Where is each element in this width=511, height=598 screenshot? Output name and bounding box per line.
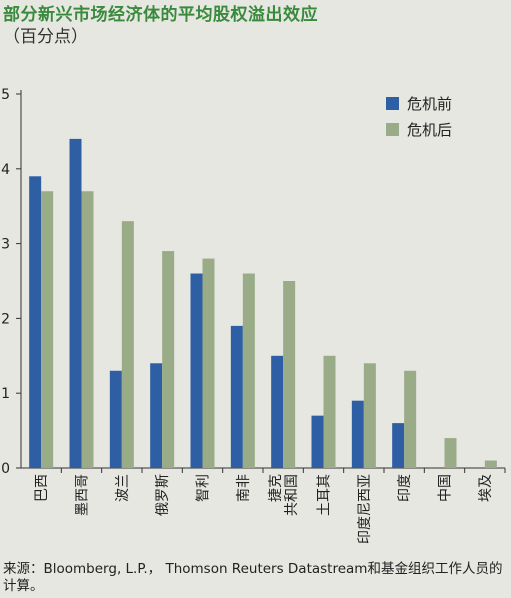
- legend-label: 危机后: [407, 121, 452, 139]
- x-category-label: 墨西哥: [75, 474, 91, 516]
- bar-post-crisis: [484, 460, 497, 468]
- legend-swatch: [386, 97, 399, 110]
- bar-post-crisis: [81, 191, 94, 469]
- legend-swatch: [386, 123, 399, 136]
- source-note: 来源：Bloomberg, L.P.， Thomson Reuters Data…: [3, 561, 503, 594]
- bar-pre-crisis: [230, 325, 243, 468]
- x-category-label: 土耳其: [317, 474, 333, 516]
- x-category-label: 波兰: [115, 474, 131, 502]
- bar-pre-crisis: [69, 138, 82, 468]
- bar-post-crisis: [323, 355, 336, 468]
- y-tick-label: 1: [1, 386, 10, 402]
- bar-post-crisis: [162, 251, 175, 468]
- bar-pre-crisis: [109, 370, 122, 468]
- legend-label: 危机前: [407, 95, 452, 113]
- y-tick-label: 0: [1, 461, 10, 477]
- x-category-label: 中国: [438, 474, 454, 502]
- bar-post-crisis: [242, 273, 255, 468]
- x-category-label: 智利: [196, 474, 212, 502]
- x-category-label: 南非: [236, 474, 252, 502]
- bar-pre-crisis: [150, 363, 163, 468]
- y-tick-label: 3: [1, 237, 10, 253]
- chart-subtitle: （百分点）: [3, 27, 88, 47]
- x-category-label: 印度: [397, 474, 413, 502]
- bar-post-crisis: [202, 258, 215, 468]
- x-category-label: 巴西: [34, 474, 50, 502]
- bar-post-crisis: [41, 191, 54, 469]
- bar-post-crisis: [363, 363, 376, 468]
- y-tick-label: 2: [1, 311, 10, 327]
- bar-pre-crisis: [311, 415, 324, 468]
- bar-post-crisis: [283, 281, 296, 468]
- y-tick-label: 5: [1, 87, 10, 103]
- bar-post-crisis: [404, 370, 417, 468]
- bar-chart: 0 1 2 3 4 5 巴西 墨西哥 波兰 俄罗斯 智利 南非 捷克共和国 土耳其 印度尼西亚 印度 中国 埃及 危…: [1, 87, 506, 544]
- x-category-label: 埃及: [478, 474, 494, 502]
- bar-pre-crisis: [29, 176, 42, 468]
- y-tick-label: 4: [1, 162, 10, 178]
- bar-pre-crisis: [351, 400, 364, 468]
- x-category-label: 印度尼西亚: [357, 474, 373, 544]
- chart-title: 部分新兴市场经济体的平均股权溢出效应: [3, 5, 318, 25]
- x-category-label: 捷克共和国: [268, 474, 300, 516]
- bar-pre-crisis: [271, 355, 284, 468]
- bar-post-crisis: [444, 438, 457, 468]
- bar-post-crisis: [121, 221, 134, 468]
- bar-pre-crisis: [392, 423, 405, 468]
- bar-pre-crisis: [190, 273, 203, 468]
- x-category-label: 俄罗斯: [155, 474, 171, 516]
